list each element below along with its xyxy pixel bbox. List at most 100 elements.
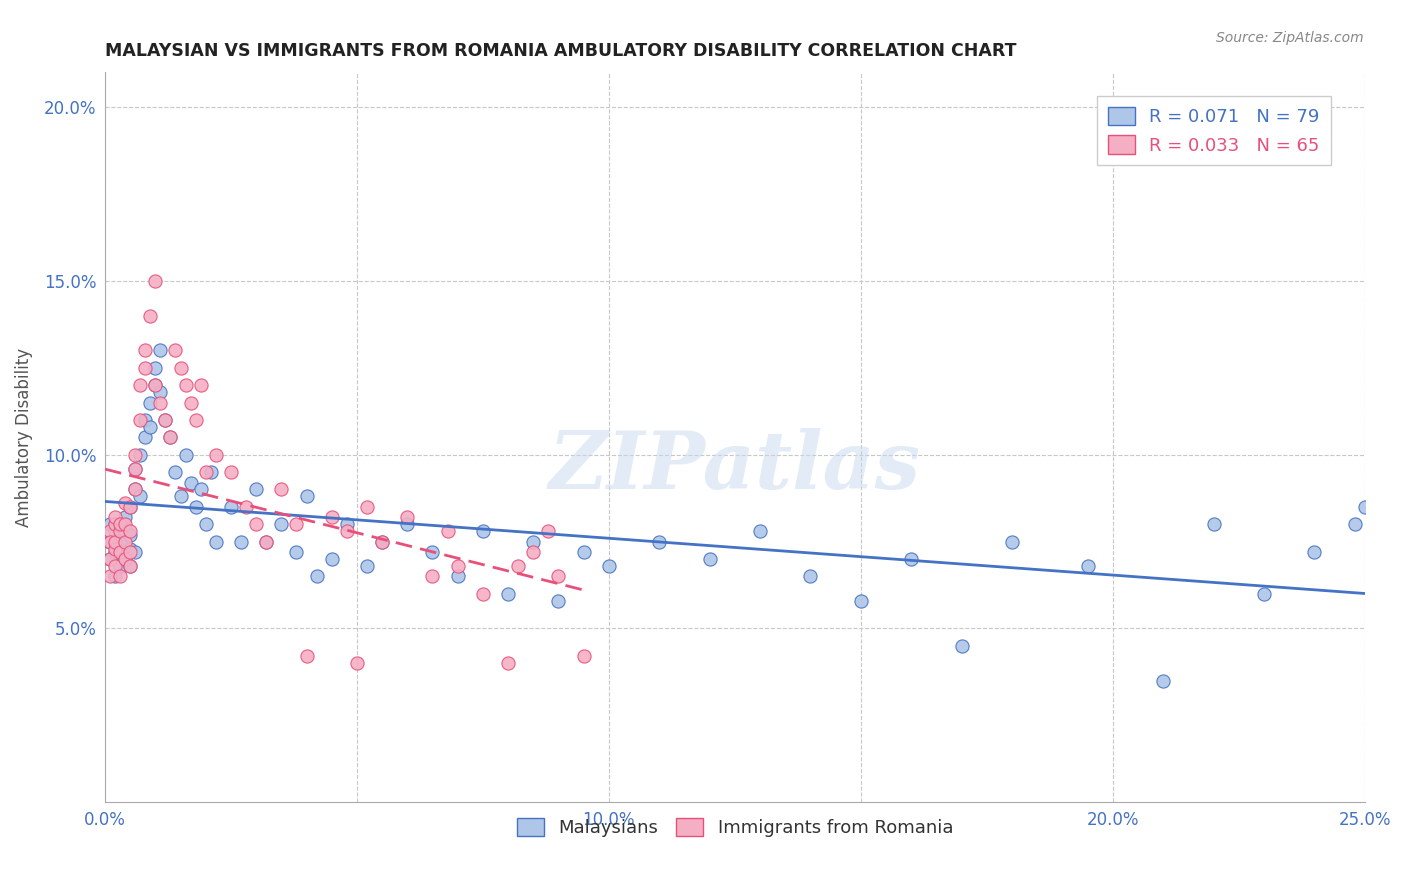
- Point: [194, 517, 217, 532]
- Point: [149, 385, 172, 400]
- Point: [104, 524, 127, 538]
- Point: [114, 534, 136, 549]
- Point: [522, 545, 544, 559]
- Text: MALAYSIAN VS IMMIGRANTS FROM ROMANIA AMBULATORY DISABILITY CORRELATION CHART: MALAYSIAN VS IMMIGRANTS FROM ROMANIA AMB…: [105, 42, 1017, 60]
- Point: [285, 545, 308, 559]
- Point: [129, 378, 152, 392]
- Point: [104, 558, 127, 573]
- Point: [321, 552, 343, 566]
- Point: [104, 545, 127, 559]
- Point: [134, 413, 156, 427]
- Point: [104, 569, 127, 583]
- Point: [159, 430, 181, 444]
- Point: [120, 524, 142, 538]
- Point: [1077, 558, 1099, 573]
- Point: [134, 360, 156, 375]
- Point: [98, 534, 121, 549]
- Point: [149, 343, 172, 358]
- Point: [108, 524, 131, 538]
- Point: [134, 343, 156, 358]
- Point: [108, 545, 131, 559]
- Point: [169, 360, 191, 375]
- Point: [749, 524, 772, 538]
- Point: [254, 534, 277, 549]
- Point: [120, 558, 142, 573]
- Point: [270, 517, 292, 532]
- Point: [194, 465, 217, 479]
- Point: [120, 527, 142, 541]
- Point: [139, 309, 162, 323]
- Point: [547, 569, 569, 583]
- Point: [159, 430, 181, 444]
- Point: [139, 420, 162, 434]
- Point: [235, 500, 257, 514]
- Point: [143, 378, 166, 392]
- Point: [190, 483, 212, 497]
- Point: [496, 587, 519, 601]
- Point: [108, 541, 131, 556]
- Point: [174, 448, 197, 462]
- Point: [120, 500, 142, 514]
- Point: [346, 657, 368, 671]
- Point: [371, 534, 394, 549]
- Point: [120, 541, 142, 556]
- Point: [184, 500, 207, 514]
- Point: [124, 483, 146, 497]
- Point: [98, 552, 121, 566]
- Point: [547, 593, 569, 607]
- Point: [114, 496, 136, 510]
- Point: [129, 490, 152, 504]
- Point: [155, 413, 177, 427]
- Point: [699, 552, 721, 566]
- Point: [572, 545, 595, 559]
- Point: [648, 534, 671, 549]
- Point: [219, 500, 242, 514]
- Point: [356, 500, 378, 514]
- Point: [471, 587, 494, 601]
- Point: [104, 534, 127, 549]
- Point: [305, 569, 328, 583]
- Point: [114, 552, 136, 566]
- Point: [143, 378, 166, 392]
- Point: [114, 517, 136, 532]
- Point: [447, 558, 470, 573]
- Point: [295, 649, 318, 664]
- Point: [108, 558, 131, 573]
- Y-axis label: Ambulatory Disability: Ambulatory Disability: [15, 348, 32, 527]
- Point: [98, 552, 121, 566]
- Point: [129, 413, 152, 427]
- Point: [396, 517, 419, 532]
- Point: [1354, 500, 1376, 514]
- Point: [165, 465, 187, 479]
- Point: [134, 430, 156, 444]
- Point: [422, 569, 444, 583]
- Point: [1152, 673, 1174, 688]
- Point: [108, 534, 131, 549]
- Point: [180, 475, 202, 490]
- Point: [496, 657, 519, 671]
- Point: [104, 517, 127, 532]
- Point: [98, 524, 121, 538]
- Point: [129, 448, 152, 462]
- Point: [229, 534, 252, 549]
- Point: [799, 569, 821, 583]
- Point: [143, 360, 166, 375]
- Point: [900, 552, 922, 566]
- Point: [356, 558, 378, 573]
- Point: [1303, 545, 1326, 559]
- Point: [149, 395, 172, 409]
- Point: [471, 524, 494, 538]
- Point: [1253, 587, 1275, 601]
- Point: [104, 510, 127, 524]
- Point: [98, 517, 121, 532]
- Point: [108, 569, 131, 583]
- Point: [114, 552, 136, 566]
- Point: [572, 649, 595, 664]
- Point: [396, 510, 419, 524]
- Point: [108, 517, 131, 532]
- Point: [950, 639, 973, 653]
- Point: [295, 490, 318, 504]
- Point: [124, 545, 146, 559]
- Point: [169, 490, 191, 504]
- Point: [108, 517, 131, 532]
